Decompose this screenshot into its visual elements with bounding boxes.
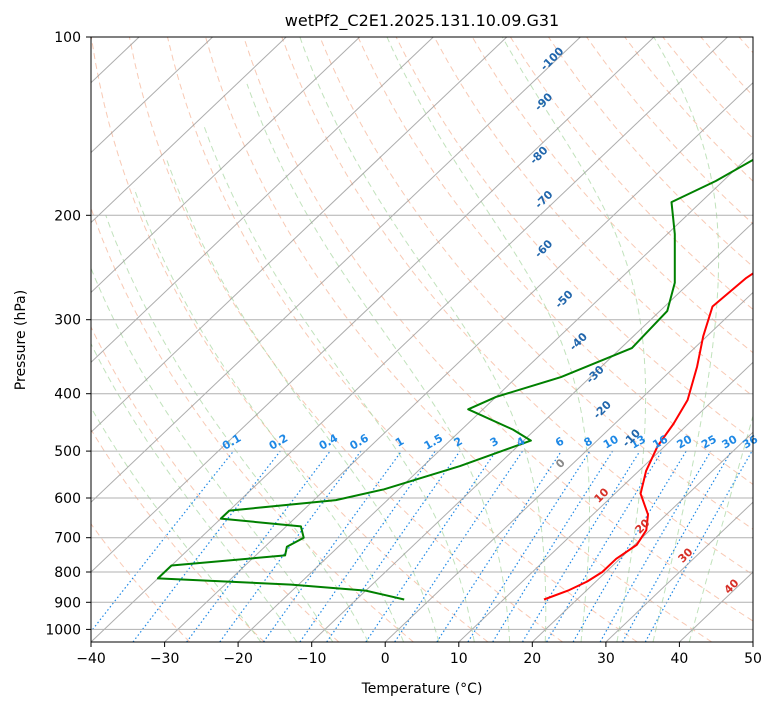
x-tick-label: −40 <box>76 651 106 667</box>
x-tick-label: 50 <box>744 651 762 667</box>
moist-adiabat <box>91 406 262 642</box>
dry-adiabat <box>167 37 638 642</box>
dry-adiabat <box>91 37 489 642</box>
isotherm <box>91 37 213 154</box>
mixing-ratio-line <box>521 450 641 642</box>
mixing-ratio-line <box>546 450 663 642</box>
y-tick-label: 700 <box>54 531 81 547</box>
x-tick-label: 40 <box>670 651 688 667</box>
x-axis-title: Temperature (°C) <box>361 681 483 697</box>
dry-adiabat <box>471 37 753 354</box>
dry-adiabat <box>395 37 753 441</box>
y-tick-label: 600 <box>54 491 81 507</box>
moist-adiabat <box>246 83 511 642</box>
plot-frame <box>90 36 754 643</box>
moist-adiabat <box>105 215 369 642</box>
mixing-ratio-line <box>263 450 402 642</box>
y-tick-label: 1000 <box>45 622 81 638</box>
y-tick-label: 300 <box>54 313 81 329</box>
x-tick-label: 30 <box>597 651 615 667</box>
moist-adiabat <box>299 37 547 642</box>
dry-adiabat <box>243 37 753 622</box>
mixing-ratio-line <box>436 450 562 642</box>
isotherm <box>91 37 361 294</box>
mixing-ratio-line <box>299 450 436 642</box>
pressure-gridlines <box>91 37 753 630</box>
moist-adiabat <box>688 414 753 642</box>
x-axis: −40 −30 −20 −10 0 10 20 30 40 50 <box>76 642 762 667</box>
x-tick-label: 10 <box>450 651 468 667</box>
mixing-ratio-line <box>622 450 732 642</box>
isotherm <box>605 501 753 642</box>
dry-adiabat <box>91 325 340 642</box>
isotherm <box>237 151 753 642</box>
mixing-ratio-line <box>326 450 461 642</box>
y-tick-label: 500 <box>54 444 81 460</box>
isotherm <box>91 37 287 224</box>
dry-adiabat <box>357 37 753 485</box>
y-tick-label: 400 <box>54 387 81 403</box>
isotherm <box>91 37 655 573</box>
y-tick-label: 900 <box>54 595 81 611</box>
isotherm <box>91 37 508 433</box>
y-tick-label: 800 <box>54 565 81 581</box>
profile-series <box>156 158 753 601</box>
y-axis: 100 200 300 400 500 600 700 800 900 1000 <box>45 30 91 638</box>
isotherm <box>311 221 753 642</box>
x-tick-label: 0 <box>381 651 390 667</box>
dry-adiabat <box>128 37 563 642</box>
moist-adiabat <box>133 188 405 642</box>
isotherm <box>91 37 581 503</box>
dry-adiabat <box>433 37 753 397</box>
dry-adiabat <box>509 37 753 311</box>
moist-adiabat <box>91 266 334 642</box>
mixing-ratio-line <box>365 450 497 642</box>
isotherm <box>458 361 753 642</box>
dry-adiabat <box>281 37 753 576</box>
moist-adiabat <box>386 37 590 642</box>
isotherm <box>164 82 753 642</box>
background-lines <box>91 37 753 642</box>
temperature-line <box>543 272 753 601</box>
moist-adiabat <box>91 342 298 642</box>
moist-adiabat <box>652 37 720 642</box>
y-tick-label: 200 <box>54 208 81 224</box>
x-tick-label: 20 <box>523 651 541 667</box>
dewpoint-line <box>156 158 753 601</box>
isotherm <box>91 37 434 364</box>
mixing-ratio-line <box>186 450 331 642</box>
y-tick-label: 100 <box>54 30 81 46</box>
y-axis-title: Pressure (hPa) <box>13 290 29 390</box>
isotherm <box>91 37 728 642</box>
mixing-ratio-line <box>467 450 591 642</box>
mixing-ratio-line <box>219 450 362 642</box>
x-tick-label: −20 <box>223 651 253 667</box>
x-tick-label: −10 <box>297 651 327 667</box>
chart-title: wetPf2_C2E1.2025.131.10.09.G31 <box>285 11 559 31</box>
x-tick-label: −30 <box>150 651 180 667</box>
